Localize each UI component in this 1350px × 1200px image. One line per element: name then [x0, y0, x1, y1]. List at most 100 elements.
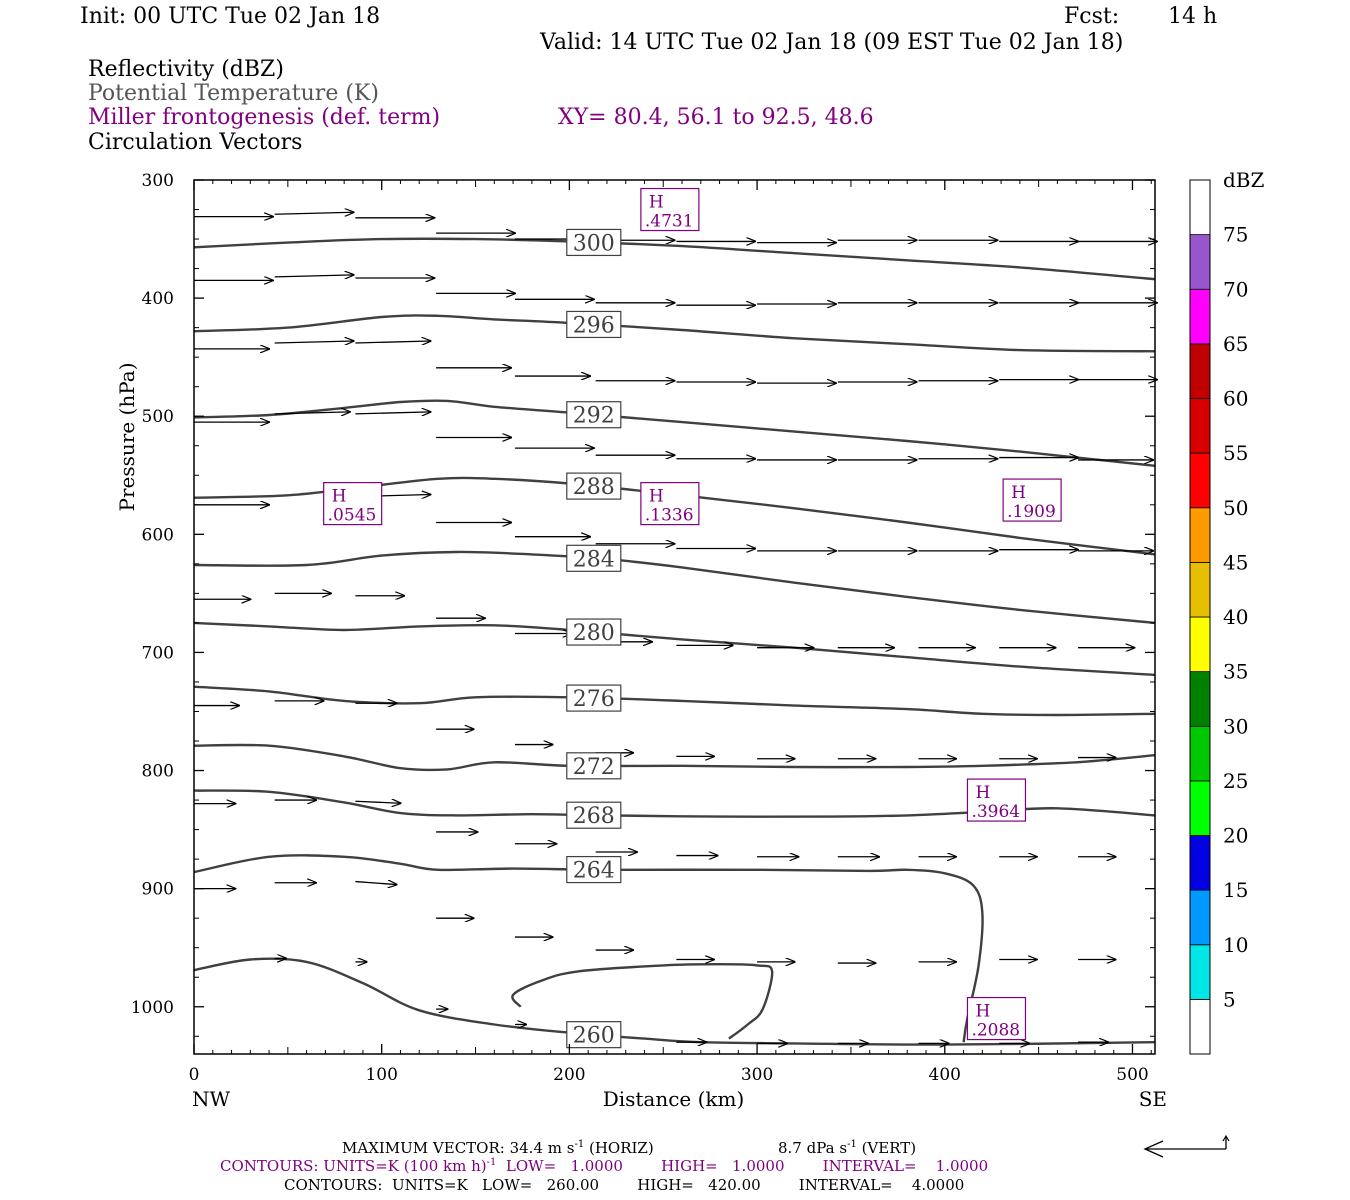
colorbar-label: 25	[1223, 769, 1248, 793]
circulation-vector	[274, 341, 354, 343]
theta-label-box	[566, 310, 622, 339]
colorbar-label: 70	[1223, 277, 1248, 301]
circulation-vector	[274, 275, 354, 277]
theta-label-288: 288	[566, 472, 622, 500]
colorbar-label: 15	[1223, 878, 1248, 902]
theta-contour-280	[193, 621, 1156, 677]
colorbar-swatch	[1189, 725, 1211, 782]
miller-high-letter: H	[975, 783, 990, 803]
miller-high-2088: H.2088	[966, 996, 1027, 1041]
theta-label-box	[566, 401, 622, 429]
miller-high-box	[966, 778, 1027, 822]
miller-high-letter: H	[649, 487, 664, 507]
colorbar-swatch	[1189, 944, 1211, 1000]
colorbar-swatch	[1189, 780, 1211, 836]
colorbar-swatch	[1189, 616, 1211, 673]
colorbar-swatch	[1189, 234, 1211, 290]
colorbar-label: 45	[1223, 550, 1248, 574]
colorbar-frame	[1189, 179, 1211, 1055]
colorbar-label: 10	[1223, 933, 1248, 957]
theta-label-text: 300	[573, 231, 615, 256]
theta-contour-276	[193, 685, 1156, 717]
miller-high-box	[966, 996, 1027, 1041]
theta-label-text: 284	[573, 547, 615, 572]
circulation-vector	[274, 412, 350, 414]
footer-max-vector-vert: 8.7 dPa s-1 (VERT)	[778, 1139, 916, 1157]
theta-label-text: 280	[573, 621, 615, 646]
colorbar-swatch	[1189, 507, 1211, 563]
theta-contour-272	[193, 743, 1156, 772]
miller-high-value: .3964	[971, 802, 1020, 822]
miller-high-value: .0545	[328, 506, 377, 526]
circulation-vector	[355, 341, 430, 343]
miller-high-letter: H	[332, 487, 347, 507]
x-tick-label: 200	[553, 1065, 585, 1085]
x-tick-label: 0	[189, 1065, 200, 1085]
miller-high-value: .1336	[645, 506, 694, 526]
footer-contours-miller: CONTOURS: UNITS=K (100 km h)-1 LOW= 1.00…	[220, 1157, 988, 1175]
x-tick-label: 400	[929, 1065, 961, 1085]
y-tick-label: 800	[142, 762, 174, 782]
theta-label-box	[566, 1021, 622, 1049]
theta-label-292: 292	[566, 401, 622, 429]
x-tick-label: 500	[1116, 1065, 1148, 1085]
y-tick-label: 900	[142, 880, 174, 900]
colorbar-label: 55	[1223, 441, 1248, 465]
theta-label-text: 296	[573, 313, 615, 338]
field-circulation-vectors: Circulation Vectors	[88, 130, 303, 155]
theta-label-text: 264	[573, 859, 615, 884]
theta-contour-284	[193, 550, 1156, 625]
x-axis-right-label: SE	[1139, 1087, 1167, 1111]
miller-high-box	[640, 482, 700, 526]
theta-label-text: 292	[573, 404, 615, 429]
miller-high-box	[640, 187, 700, 232]
theta-contour-300	[193, 237, 1156, 281]
theta-contour-264	[193, 854, 984, 1043]
y-tick-label: 300	[142, 171, 174, 191]
y-tick-label: 400	[142, 289, 174, 309]
reference-vector	[1143, 1134, 1230, 1158]
colorbar-label: 75	[1223, 223, 1248, 247]
colorbar-swatch	[1189, 671, 1211, 727]
miller-high-3964: H.3964	[966, 778, 1027, 822]
theta-contour-closed	[511, 963, 774, 1040]
miller-high-value: .4731	[645, 212, 694, 232]
theta-label-300: 300	[566, 228, 622, 256]
theta-label-296: 296	[566, 310, 622, 339]
cross-section-endpoints: XY= 80.4, 56.1 to 92.5, 48.6	[558, 105, 874, 130]
y-axis-title: Pressure (hPa)	[115, 363, 139, 512]
theta-label-text: 276	[573, 687, 615, 712]
colorbar-swatch	[1189, 889, 1211, 946]
theta-label-280: 280	[566, 618, 622, 646]
colorbar-label: 50	[1223, 496, 1248, 520]
theta-label-box	[566, 618, 622, 646]
contours-miller-range: LOW= 1.0000 HIGH= 1.0000 INTERVAL= 1.000…	[496, 1157, 989, 1175]
circulation-vector	[355, 882, 396, 885]
theta-label-box	[566, 472, 622, 500]
theta-label-284: 284	[566, 544, 622, 572]
theta-label-box	[566, 684, 622, 712]
max-vector-horiz-suffix: (HORIZ)	[584, 1139, 654, 1157]
miller-high-0545: H.0545	[323, 482, 383, 526]
theta-label-box	[566, 544, 622, 572]
circulation-vector	[274, 212, 354, 214]
x-axis-title: Distance (km)	[603, 1087, 745, 1111]
miller-high-letter: H	[1011, 483, 1026, 503]
colorbar-swatch	[1189, 288, 1211, 345]
x-axis-left-label: NW	[192, 1087, 231, 1111]
miller-high-1336: H.1336	[640, 482, 700, 526]
plot-frame	[193, 179, 1156, 1055]
theta-label-box	[566, 752, 622, 780]
theta-label-box	[566, 801, 622, 829]
colorbar-swatch	[1189, 998, 1211, 1055]
theta-label-272: 272	[566, 752, 622, 780]
contours-miller-units: CONTOURS: UNITS=K (100 km h)	[220, 1157, 487, 1175]
contours-miller-exp: -1	[486, 1157, 497, 1168]
theta-label-text: 260	[573, 1024, 615, 1049]
y-tick-label: 500	[142, 407, 174, 427]
colorbar-swatch	[1189, 343, 1211, 399]
y-tick-label: 1000	[131, 998, 174, 1018]
miller-high-box	[323, 482, 383, 526]
theta-label-text: 272	[573, 755, 615, 780]
